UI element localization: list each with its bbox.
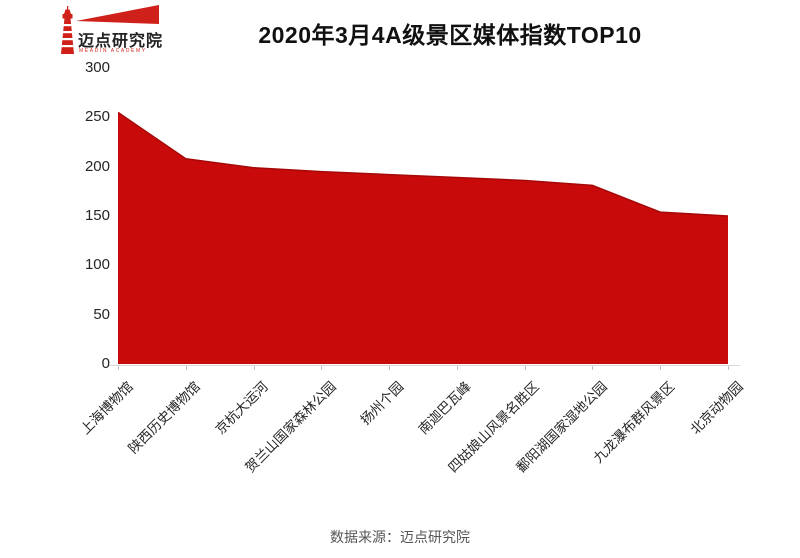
x-tick-mark bbox=[592, 366, 594, 370]
x-category-label: 京杭大运河 bbox=[212, 378, 272, 438]
logo-subtitle: MEADIN ACADEMY bbox=[79, 48, 147, 54]
lighthouse-beam-icon bbox=[60, 5, 159, 54]
y-tick-label: 250 bbox=[84, 108, 110, 126]
data-source-note: 数据来源：迈点研究院 bbox=[330, 529, 470, 545]
x-tick-mark bbox=[660, 366, 662, 370]
x-category-label: 上海博物馆 bbox=[77, 378, 136, 438]
x-tick-mark bbox=[321, 366, 323, 370]
meadin-logo: 迈点研究院 MEADIN ACADEMY bbox=[55, 3, 167, 59]
x-tick-mark bbox=[185, 366, 187, 370]
x-tick-mark bbox=[524, 366, 526, 370]
y-tick-label: 100 bbox=[84, 256, 110, 274]
area-series bbox=[118, 112, 728, 364]
y-tick-label: 200 bbox=[84, 157, 110, 175]
x-tick-mark bbox=[118, 366, 119, 370]
x-category-label: 扬州个园 bbox=[357, 378, 407, 428]
x-axis-line bbox=[108, 365, 740, 366]
x-tick-mark bbox=[253, 366, 255, 370]
area-chart bbox=[118, 111, 728, 364]
x-category-label: 北京动物园 bbox=[687, 378, 746, 438]
x-tick-mark bbox=[456, 366, 458, 370]
chart-title: 2020年3月4A级景区媒体指数TOP10 bbox=[258, 22, 642, 48]
y-tick-label: 50 bbox=[93, 305, 110, 323]
logo-title: 迈点研究院 bbox=[78, 33, 164, 50]
y-tick-label: 150 bbox=[84, 207, 110, 224]
x-tick-mark bbox=[389, 366, 391, 370]
y-tick-label: 300 bbox=[84, 59, 110, 76]
x-tick-mark bbox=[728, 366, 729, 370]
y-tick-label: 0 bbox=[101, 355, 110, 372]
area-series-edge bbox=[118, 111, 728, 217]
x-category-label: 南迦巴瓦峰 bbox=[416, 378, 475, 438]
